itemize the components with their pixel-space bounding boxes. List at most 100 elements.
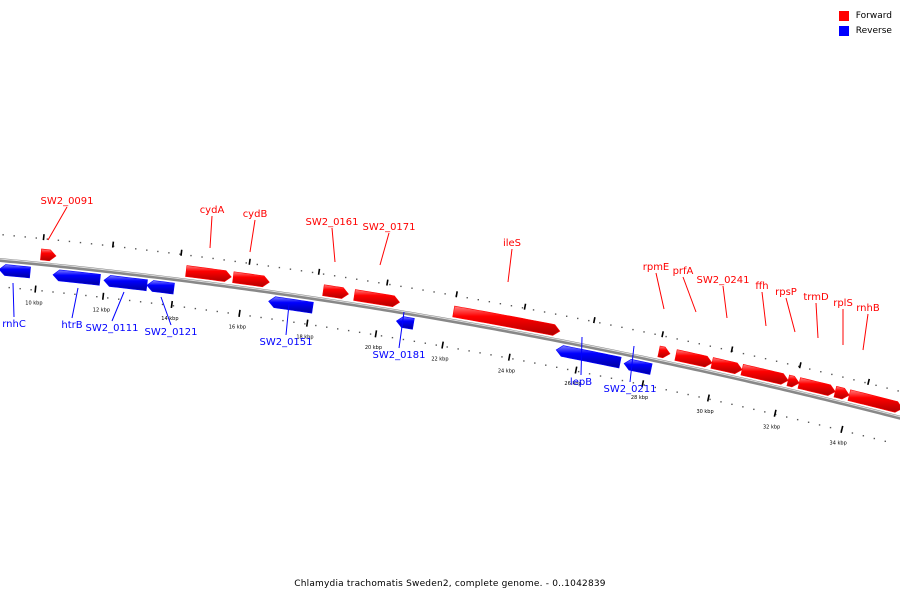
- gene-SW2_0121[interactable]: [146, 280, 175, 295]
- gene-label-rnhB[interactable]: rnhB: [856, 303, 880, 314]
- ruler-dot-upper: [311, 271, 314, 274]
- gene-label-SW2_0241[interactable]: SW2_0241: [696, 275, 749, 286]
- gene-label-prfA[interactable]: prfA: [673, 266, 694, 277]
- gene-SW2_0111[interactable]: [103, 275, 148, 292]
- ruler-dots: [2, 234, 899, 443]
- ruler-dot-upper: [775, 360, 778, 362]
- gene-leader-SW2_0111: [111, 291, 125, 322]
- gene-label-SW2_0161[interactable]: SW2_0161: [305, 217, 358, 228]
- gene-leader-SW2_0181: [398, 311, 405, 349]
- major-tick-lower: [641, 380, 645, 388]
- ruler-dot-upper: [798, 365, 800, 368]
- gene-label-SW2_0091[interactable]: SW2_0091: [40, 196, 93, 207]
- major-tick-upper: [730, 346, 734, 353]
- ruler-dot-lower: [63, 292, 65, 294]
- ruler-dot-lower: [610, 377, 613, 379]
- gene-lepB[interactable]: [555, 345, 622, 369]
- gene-SW2_0211[interactable]: [623, 359, 653, 375]
- gene-leader-rnhB: [862, 313, 869, 351]
- ruler-dot-lower: [326, 326, 328, 328]
- gene-cydA[interactable]: [185, 265, 232, 282]
- gene-label-SW2_0211[interactable]: SW2_0211: [603, 384, 656, 395]
- ruler-dot-upper: [786, 363, 789, 365]
- gene-leader-ffh: [761, 291, 767, 327]
- gene-label-ffh[interactable]: ffh: [755, 281, 768, 292]
- ruler-dot-upper: [223, 259, 225, 261]
- gene-label-rnhC[interactable]: rnhC: [2, 319, 26, 330]
- ruler-dot-upper: [344, 276, 347, 279]
- ruler-dot-upper: [278, 266, 281, 269]
- ruler-dot-upper: [621, 326, 623, 329]
- gene-rplS[interactable]: [833, 385, 850, 400]
- gene-label-lepB[interactable]: lepB: [570, 377, 592, 388]
- gene-label-rplS[interactable]: rplS: [833, 298, 853, 309]
- ruler-dot-upper: [146, 249, 148, 251]
- gene-rpsP[interactable]: [786, 374, 800, 388]
- gene-rnhB[interactable]: [847, 389, 900, 413]
- gene-label-rpmE[interactable]: rpmE: [643, 262, 670, 273]
- gene-rpmE[interactable]: [657, 345, 671, 359]
- ruler-dot-lower: [490, 354, 492, 356]
- gene-label-SW2_0111[interactable]: SW2_0111: [85, 323, 138, 334]
- ruler-dot-lower: [676, 391, 678, 393]
- ruler-dot-upper: [477, 299, 479, 301]
- gene-leader-prfA: [682, 276, 697, 313]
- gene-ileS[interactable]: [452, 305, 561, 336]
- ruler-dot-upper: [267, 265, 270, 267]
- gene-SW2_0171[interactable]: [353, 289, 400, 308]
- gene-label-cydB[interactable]: cydB: [243, 209, 268, 220]
- gene-SW2_0241[interactable]: [710, 357, 743, 375]
- ruler-dot-upper: [35, 237, 37, 239]
- scale-tick-label: 18 kbp: [296, 334, 313, 340]
- ruler-dot-upper: [676, 338, 678, 340]
- gene-leader-SW2_0171: [379, 232, 390, 266]
- ruler-dot-lower: [764, 411, 766, 413]
- gene-SW2_0151[interactable]: [268, 296, 314, 314]
- ruler-dot-lower: [19, 287, 21, 290]
- ruler-dot-upper: [488, 300, 491, 303]
- forward-swatch: [838, 10, 849, 21]
- ruler-dot-lower: [566, 368, 569, 371]
- gene-label-ileS[interactable]: ileS: [503, 238, 521, 249]
- gene-prfA[interactable]: [674, 349, 713, 368]
- ruler-dot-lower: [884, 440, 886, 443]
- gene-label-SW2_0151[interactable]: SW2_0151: [259, 337, 312, 348]
- reverse-swatch: [838, 25, 849, 36]
- ruler-dot-lower: [118, 298, 120, 300]
- ruler-dot-upper: [543, 311, 546, 313]
- ruler-dot-upper: [510, 305, 513, 307]
- gene-SW2_0161[interactable]: [322, 284, 349, 299]
- ruler-dot-lower: [424, 342, 427, 344]
- ruler-dot-lower: [161, 303, 164, 306]
- ruler-dot-lower: [337, 328, 339, 330]
- gene-cydB[interactable]: [232, 271, 270, 288]
- ruler-dot-lower: [829, 426, 832, 429]
- ruler-dot-lower: [107, 297, 109, 299]
- ruler-dot-upper: [256, 263, 258, 266]
- gene-htrB[interactable]: [52, 269, 101, 286]
- gene-label-htrB[interactable]: htrB: [61, 320, 82, 331]
- gene-rnhC[interactable]: [0, 264, 31, 279]
- major-tick-lower: [305, 319, 309, 327]
- ruler-dot-upper: [13, 235, 15, 237]
- ruler-dot-upper: [820, 371, 822, 373]
- ruler-dot-upper: [378, 282, 380, 284]
- gene-label-SW2_0181[interactable]: SW2_0181: [372, 350, 425, 361]
- ruler-dot-lower: [52, 291, 54, 293]
- gene-SW2_0091[interactable]: [40, 248, 57, 262]
- gene-label-trmD[interactable]: trmD: [803, 292, 829, 303]
- gene-trmD[interactable]: [797, 377, 836, 396]
- ruler-dot-upper: [875, 384, 877, 387]
- ruler-dot-lower: [501, 356, 503, 358]
- gene-SW2_0181[interactable]: [396, 316, 415, 330]
- gene-label-SW2_0121[interactable]: SW2_0121: [144, 327, 197, 338]
- scale-tick-label: 12 kbp: [93, 308, 110, 314]
- gene-label-SW2_0171[interactable]: SW2_0171: [362, 222, 415, 233]
- strand-legend: Forward Reverse: [838, 8, 892, 38]
- gene-label-cydA[interactable]: cydA: [200, 205, 225, 216]
- major-tick-upper: [317, 268, 321, 275]
- gene-ffh[interactable]: [740, 363, 789, 385]
- gene-label-rpsP[interactable]: rpsP: [775, 287, 797, 298]
- ruler-dot-lower: [128, 299, 131, 302]
- ruler-dot-upper: [709, 345, 712, 347]
